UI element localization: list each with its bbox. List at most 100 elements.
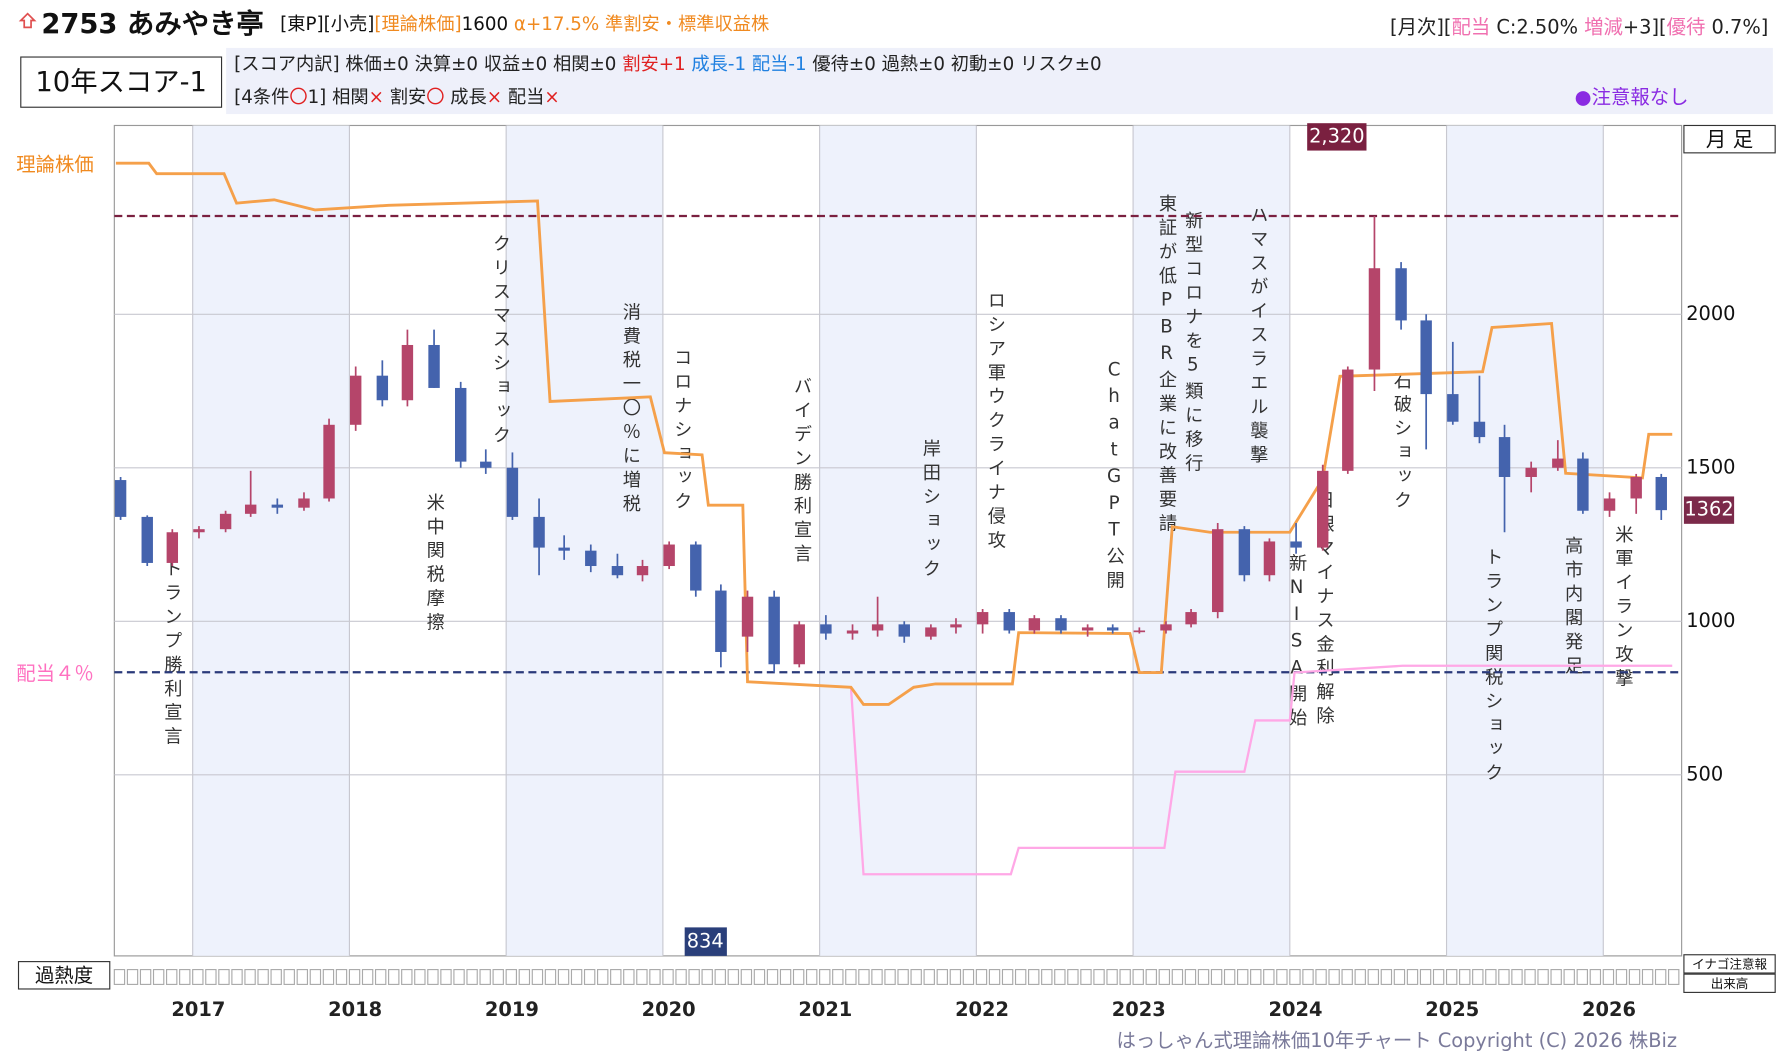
heat-cell (348, 969, 361, 985)
year-band (506, 125, 663, 956)
conditions: [4条件〇1] 相関× 割安〇 成長× 配当× (234, 87, 560, 108)
max-label: 2,320 (1309, 124, 1364, 147)
heat-cell (1145, 969, 1157, 985)
candle-body (166, 532, 179, 563)
heat-cell (218, 969, 230, 985)
heat-cell (505, 969, 517, 985)
heat-cell (1341, 969, 1353, 985)
heat-cell (1668, 969, 1680, 985)
x-tick-label: 2018 (328, 998, 382, 1021)
candle-body (1317, 470, 1329, 548)
candle-body (690, 544, 702, 591)
header-right: [月次][配当 C:2.50% 増減+3][優待 0.7%] (1390, 15, 1768, 38)
heat-label: 過熱度 (35, 964, 93, 987)
condition: 1] 相関 (308, 87, 369, 108)
heat-cell (688, 969, 700, 985)
heat-cell (192, 969, 204, 985)
heat-cell (139, 969, 152, 985)
candle-body (480, 461, 492, 468)
candle-body (1630, 476, 1642, 499)
heat-cell (1067, 969, 1079, 985)
heat-cell (179, 969, 191, 985)
heat-cell (1602, 969, 1615, 985)
inago-label: イナゴ注意報 (1692, 957, 1767, 972)
alpha: α+17.5% (508, 14, 605, 35)
benefit-tag: 優待 (1667, 15, 1706, 38)
heat-cell (897, 969, 909, 985)
x-tick-label: 2021 (798, 998, 852, 1021)
heat-cell (1158, 969, 1171, 985)
score: 10年スコア-1 (35, 67, 207, 98)
heat-cell (1119, 969, 1131, 985)
heat-cell (1236, 969, 1249, 985)
heat-cell (962, 969, 975, 985)
event-annotation: ハマスがイスラエル襲撃 (1247, 205, 1268, 469)
event-annotation: 消費税一〇％に増税 (620, 302, 641, 518)
candle-body (114, 480, 127, 517)
year-band (192, 125, 350, 956)
candle-body (715, 590, 727, 652)
heat-cell (414, 969, 426, 985)
candle-body (1552, 458, 1564, 468)
candle-body (1133, 630, 1146, 633)
heat-cell (662, 969, 674, 985)
candle-body (1577, 458, 1589, 511)
event-annotation: ChatGPT公開 (1104, 359, 1125, 594)
heat-cell (244, 969, 256, 985)
stock-title: 2753 あみやき亭 [東P][小売][理論株価]1600 α+17.5% 準割… (41, 8, 769, 40)
volume-label: 出来高 (1711, 976, 1749, 991)
x-tick-label: 2017 (171, 998, 225, 1021)
heat-cell (466, 969, 478, 985)
candle-body (820, 624, 832, 634)
candle-body (401, 344, 414, 401)
candle-body (976, 612, 989, 625)
heat-cell (1106, 969, 1118, 985)
heat-cell (936, 969, 949, 985)
x-tick-label: 2024 (1269, 998, 1323, 1021)
condition: × (487, 87, 502, 108)
candle-body (1525, 467, 1537, 477)
heat-cell (113, 969, 126, 985)
event-annotation: クリスマスショック (490, 234, 511, 450)
event-annotation: 岸田ショック (920, 439, 941, 583)
heat-cell (374, 969, 387, 985)
event-annotation: 新NISA開始 (1286, 553, 1307, 732)
candle-body (428, 344, 440, 388)
y-tick-label: 1000 (1686, 609, 1735, 632)
heat-cell (1093, 969, 1105, 985)
heat-cell (910, 969, 922, 985)
heat-cell (1289, 969, 1301, 985)
heat-cell (166, 969, 178, 985)
heat-cell (805, 969, 818, 985)
heat-cell (1132, 969, 1144, 985)
x-tick-label: 2022 (955, 998, 1009, 1021)
min-box (684, 927, 727, 956)
heat-cell (152, 969, 165, 985)
candle-body (244, 504, 257, 514)
condition: × (544, 87, 559, 108)
heat-cell (1315, 969, 1327, 985)
candle-body (1290, 541, 1302, 548)
candle-body (636, 566, 649, 576)
heat-cell (1328, 969, 1340, 985)
condition: × (369, 87, 384, 108)
heat-cell (1406, 969, 1419, 985)
theory-line (115, 161, 1673, 706)
candle-body (1655, 476, 1667, 511)
heat-cell (766, 969, 779, 985)
x-tick-label: 2023 (1112, 998, 1166, 1021)
candle-body (1498, 437, 1511, 477)
dividend-line (849, 664, 1673, 876)
heat-cell (1432, 969, 1445, 985)
candle-body (925, 627, 937, 637)
candle-body (193, 529, 205, 533)
heat-cell (126, 969, 139, 985)
benefit-yield: 0.7%] (1705, 15, 1768, 38)
heat-cell (832, 969, 844, 985)
heat-cell (884, 969, 896, 985)
heat-cell (1498, 969, 1510, 985)
last-label: 1362 (1684, 498, 1733, 521)
y-tick-label: 2000 (1686, 302, 1735, 325)
heat-cell (270, 969, 282, 985)
heat-cell (401, 969, 413, 985)
